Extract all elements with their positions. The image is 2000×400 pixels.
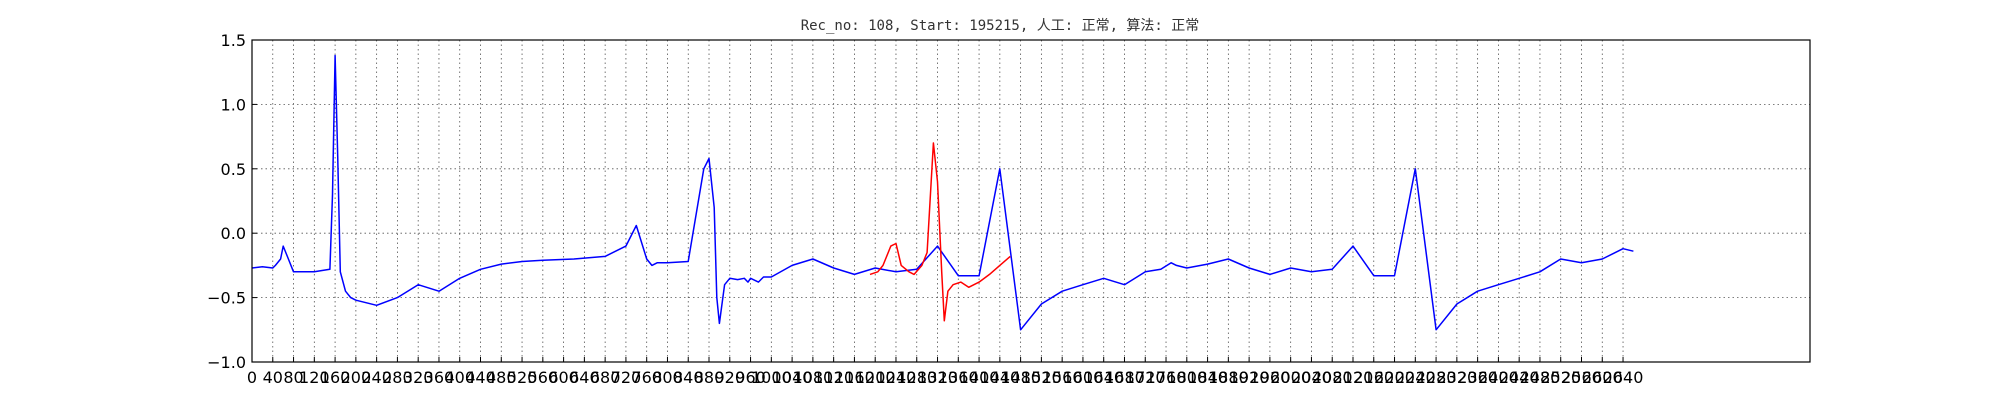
- x-tick-label: 2160: [1353, 368, 1394, 387]
- y-tick-labels: −1.0 −0.5 0.0 0.5 1.0 1.5: [207, 31, 246, 372]
- x-tick-label: 1280: [896, 368, 937, 387]
- x-tick-label: 1520: [1021, 368, 1062, 387]
- x-tick-label: 1680: [1104, 368, 1145, 387]
- x-tick-label: 2640: [1603, 368, 1644, 387]
- ecg-trace-highlight: [869, 142, 1011, 322]
- x-tick-label: 520: [507, 368, 538, 387]
- x-tick-label: 1080: [793, 368, 834, 387]
- x-tick-label: 240: [361, 368, 392, 387]
- x-tick-label: 2280: [1416, 368, 1457, 387]
- x-tick-label: 0: [247, 368, 257, 387]
- y-tick-label: 1.5: [221, 31, 246, 50]
- x-tick-label: 120: [299, 368, 330, 387]
- x-tick-label: 880: [694, 368, 725, 387]
- y-tick-label: −0.5: [207, 289, 246, 308]
- x-tick-label: 2440: [1499, 368, 1540, 387]
- x-tick-label: 1200: [855, 368, 896, 387]
- x-tick-label: 2560: [1561, 368, 1602, 387]
- x-tick-label: 1480: [1000, 368, 1041, 387]
- x-tick-label: 800: [652, 368, 683, 387]
- x-tick-label: 1160: [834, 368, 875, 387]
- x-tick-label: 1760: [1146, 368, 1187, 387]
- x-tick-label: 600: [548, 368, 579, 387]
- x-tick-label: 200: [341, 368, 372, 387]
- x-tick-label: 1000: [751, 368, 792, 387]
- x-tick-label: 1360: [938, 368, 979, 387]
- x-tick-label: 680: [590, 368, 621, 387]
- x-tick-label: 960: [735, 368, 766, 387]
- x-tick-label: 2320: [1436, 368, 1477, 387]
- x-tick-label: 1560: [1042, 368, 1083, 387]
- x-tick-label: 1320: [917, 368, 958, 387]
- x-tick-label: 280: [382, 368, 413, 387]
- x-tick-label: 2000: [1270, 368, 1311, 387]
- x-tick-label: 1840: [1187, 368, 1228, 387]
- x-tick-label: 480: [486, 368, 517, 387]
- x-tick-label: 160: [320, 368, 351, 387]
- y-tick-label: 0.5: [221, 160, 246, 179]
- x-tick-label: 2040: [1291, 368, 1332, 387]
- x-tick-label: 760: [631, 368, 662, 387]
- x-tick-label: 560: [528, 368, 559, 387]
- x-tick-label: 2360: [1457, 368, 1498, 387]
- x-tick-label: 840: [673, 368, 704, 387]
- x-tick-label: 2400: [1478, 368, 1519, 387]
- x-tick-label: 720: [611, 368, 642, 387]
- x-tick-label: 1640: [1083, 368, 1124, 387]
- x-tick-label: 1600: [1063, 368, 1104, 387]
- y-tick-label: −1.0: [207, 353, 246, 372]
- x-tick-labels: 0 40 8012016020024028032036040044048052056…: [247, 368, 1643, 387]
- x-tick-label: 1120: [813, 368, 854, 387]
- x-tick-label: 1920: [1229, 368, 1270, 387]
- x-tick-label: 2480: [1520, 368, 1561, 387]
- x-tick-label: 1880: [1208, 368, 1249, 387]
- x-tick-label: 2080: [1312, 368, 1353, 387]
- y-tick-label: 1.0: [221, 95, 246, 114]
- x-tick-label: 400: [444, 368, 475, 387]
- y-tick-label: 0.0: [221, 224, 246, 243]
- x-tick-label: 640: [569, 368, 600, 387]
- x-tick-label: 1800: [1166, 368, 1207, 387]
- x-tick-label: 2520: [1540, 368, 1581, 387]
- x-tick-label: 2600: [1582, 368, 1623, 387]
- x-tick-label: 80: [283, 368, 303, 387]
- x-tick-label: 1720: [1125, 368, 1166, 387]
- x-tick-label: 2120: [1333, 368, 1374, 387]
- plot-frame: [251, 39, 1811, 363]
- x-tick-label: 320: [403, 368, 434, 387]
- x-tick-label: 1400: [959, 368, 1000, 387]
- x-tick-label: 1040: [772, 368, 813, 387]
- ecg-trace-normal: [251, 54, 1634, 331]
- x-tick-label: 40: [263, 368, 283, 387]
- series-group: [251, 54, 1634, 331]
- x-tick-label: 2200: [1374, 368, 1415, 387]
- x-tick-label: 1960: [1250, 368, 1291, 387]
- grid: [251, 39, 1810, 363]
- x-tick-label: 1240: [876, 368, 917, 387]
- chart-title: Rec_no: 108, Start: 195215, 人工: 正常, 算法: …: [801, 18, 1200, 34]
- x-tick-label: 920: [715, 368, 746, 387]
- x-tick-label: 360: [424, 368, 455, 387]
- x-tick-label: 1440: [979, 368, 1020, 387]
- x-tick-label: 2240: [1395, 368, 1436, 387]
- x-tick-label: 440: [465, 368, 496, 387]
